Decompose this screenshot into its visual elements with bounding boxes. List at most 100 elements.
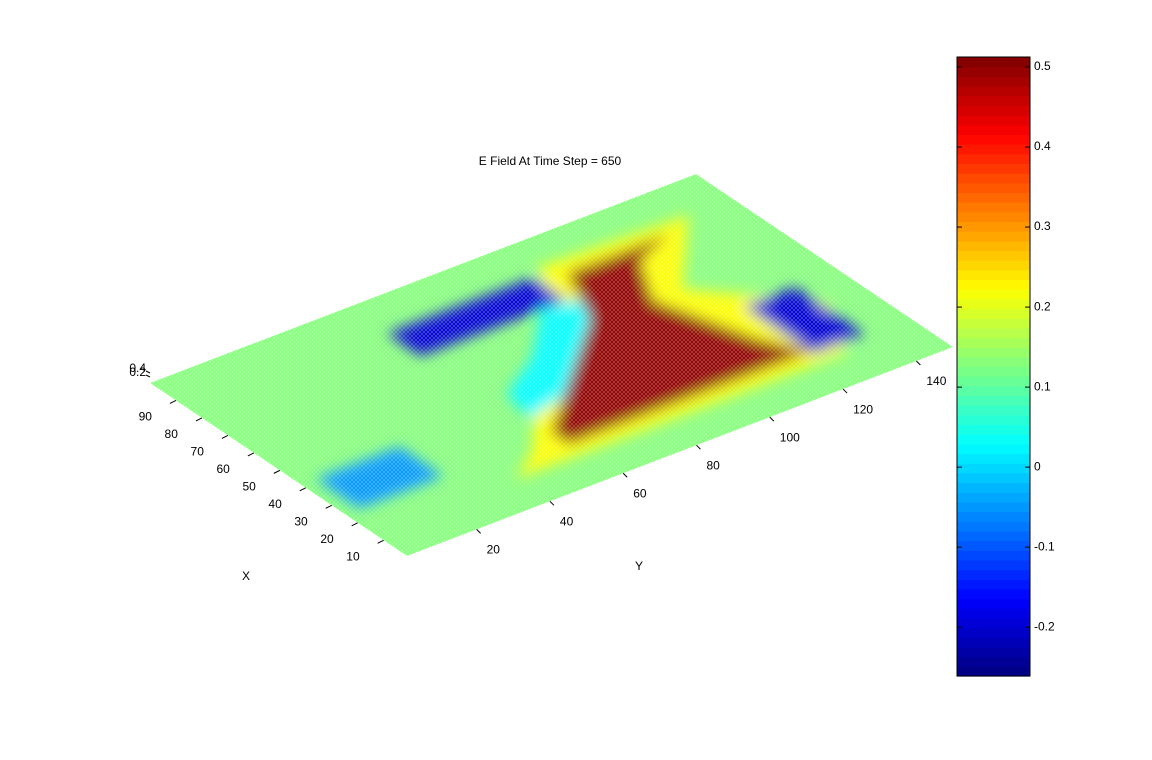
colorbar-swatch: [957, 492, 1030, 503]
colorbar-swatch: [957, 86, 1030, 97]
x-tick: [377, 539, 384, 544]
x-tick: [195, 417, 203, 422]
colorbar-swatch: [957, 443, 1030, 455]
colorbar-swatch: [957, 211, 1030, 223]
x-tick-label: 70: [191, 445, 205, 459]
x-tick: [299, 487, 306, 492]
colorbar-tick-label: 0.1: [1034, 379, 1051, 393]
x-tick-label: 90: [139, 410, 153, 424]
x-tick: [221, 434, 229, 439]
colorbar-swatch: [957, 366, 1030, 377]
y-axis-label: Y: [635, 559, 643, 573]
colorbar-swatch: [957, 453, 1030, 464]
colorbar-swatch: [957, 57, 1030, 68]
y-tick: [549, 500, 555, 506]
colorbar-swatch: [957, 76, 1030, 87]
x-tick-label: 20: [320, 532, 334, 546]
colorbar-swatch: [957, 318, 1030, 329]
colorbar-swatch: [957, 308, 1030, 319]
colorbar-tick-label: 0: [1034, 459, 1041, 473]
colorbar-swatch: [957, 347, 1030, 358]
colorbar-swatch: [957, 240, 1030, 252]
colorbar-swatch: [957, 424, 1030, 435]
x-axis-label: X: [242, 569, 250, 583]
colorbar-frame: [956, 56, 1031, 677]
colorbar-swatch: [957, 472, 1030, 484]
x-tick-label: 50: [242, 480, 256, 494]
z-tick: [145, 374, 151, 378]
colorbar-swatch: [957, 627, 1030, 638]
colorbar-tick-label: -0.1: [1034, 539, 1055, 553]
colorbar-swatch: [957, 598, 1030, 609]
z-tick-label: 0.2: [129, 365, 146, 379]
colorbar-swatch: [957, 115, 1030, 126]
colorbar-swatch: [957, 356, 1030, 368]
colorbar-swatch: [957, 192, 1030, 203]
y-tick-label: 80: [706, 458, 720, 472]
colorbar-swatch: [957, 511, 1030, 522]
colorbar-swatch: [957, 434, 1030, 445]
x-tick-label: 60: [216, 462, 230, 476]
colorbar-swatch: [957, 530, 1030, 542]
colorbar-swatch: [957, 521, 1030, 532]
colorbar-swatch: [957, 289, 1030, 300]
colorbar-swatch: [957, 269, 1030, 281]
chart-title: E Field At Time Step = 650: [479, 154, 622, 168]
x-tick: [351, 522, 358, 527]
y-tick: [842, 388, 848, 394]
colorbar-swatch: [957, 501, 1030, 513]
x-tick-label: 30: [294, 514, 308, 528]
colorbar-swatch: [957, 637, 1030, 648]
colorbar-swatch: [957, 405, 1030, 416]
colorbar-swatch: [957, 105, 1030, 116]
y-tick: [476, 528, 481, 534]
z-tick-label: 0.4: [129, 361, 146, 375]
x-tick: [325, 504, 332, 509]
y-tick-label: 120: [853, 402, 873, 416]
colorbar-tick-label: 0.4: [1034, 139, 1051, 153]
colorbar-swatch: [957, 153, 1030, 164]
x-tick: [273, 469, 281, 474]
y-tick: [622, 472, 628, 478]
colorbar-swatch: [957, 656, 1030, 667]
colorbar-swatch: [957, 134, 1030, 145]
colorbar-swatch: [957, 395, 1030, 406]
colorbar-swatch: [957, 617, 1030, 629]
colorbar-swatch: [957, 173, 1030, 184]
x-tick-label: 10: [346, 549, 360, 563]
colorbar-swatch: [957, 279, 1030, 290]
y-tick: [916, 360, 921, 366]
colorbar-swatch: [957, 550, 1030, 561]
colorbar-swatch: [957, 482, 1030, 493]
y-tick-label: 60: [633, 486, 647, 500]
colorbar-swatch: [957, 231, 1030, 242]
colorbar-swatch: [957, 588, 1030, 600]
colorbar-swatch: [957, 260, 1030, 271]
colorbar-swatch: [957, 540, 1030, 551]
y-tick: [769, 416, 775, 422]
x-tick: [247, 452, 255, 457]
colorbar-swatch: [957, 463, 1030, 474]
y-tick-label: 100: [780, 430, 800, 444]
colorbar-tick-label: -0.2: [1034, 619, 1055, 633]
colorbar-swatch: [957, 163, 1030, 174]
x-tick-label: 80: [165, 427, 179, 441]
colorbar-swatch: [957, 221, 1030, 232]
colorbar-swatch: [957, 144, 1030, 155]
colorbar-swatch: [957, 95, 1030, 106]
colorbar-swatch: [957, 385, 1030, 397]
mesh-overlay: [150, 174, 953, 556]
colorbar-swatch: [957, 646, 1030, 658]
y-tick-label: 20: [487, 543, 501, 557]
x-tick-label: 40: [268, 497, 282, 511]
colorbar-swatch: [957, 298, 1030, 310]
x-tick: [169, 400, 177, 404]
colorbar-swatch: [957, 579, 1030, 590]
y-tick: [696, 444, 701, 450]
colorbar-swatch: [957, 608, 1030, 619]
z-tick: [145, 370, 151, 374]
colorbar-tick-label: 0.2: [1034, 299, 1051, 313]
colorbar-swatch: [957, 327, 1030, 339]
colorbar-swatch: [957, 250, 1030, 261]
surface: [150, 174, 953, 556]
